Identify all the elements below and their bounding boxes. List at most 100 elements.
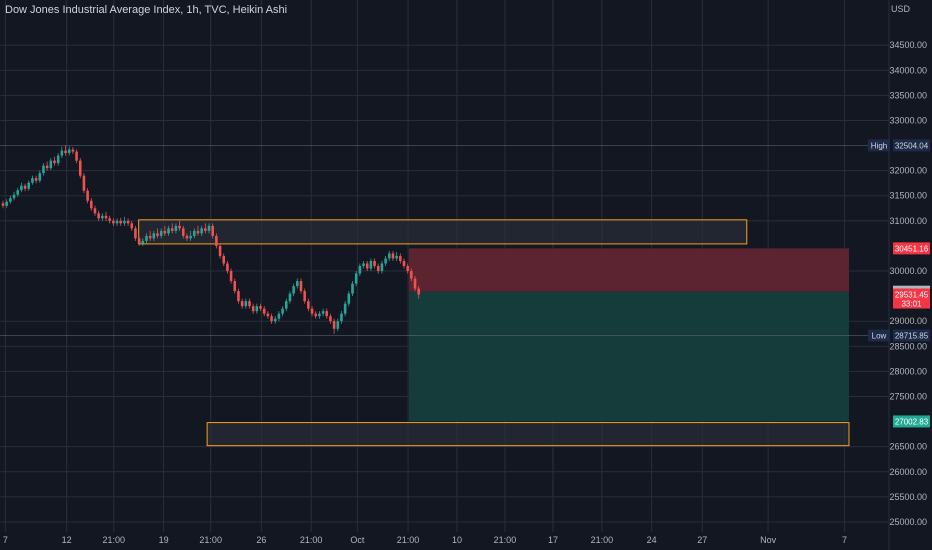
candle-body [31, 178, 34, 183]
y-tick-label: 33000.00 [889, 115, 927, 125]
candle-body [399, 255, 402, 261]
candle-body [332, 321, 336, 329]
candle-body [307, 301, 310, 309]
x-tick-label: 27 [697, 535, 707, 545]
x-tick-label: 21:00 [103, 535, 126, 545]
candle-body [329, 316, 332, 322]
ref-line-name-badge [868, 329, 890, 342]
support-resistance-box [206, 422, 850, 447]
candle-body [130, 223, 134, 229]
price-badge-stop [893, 242, 930, 255]
ref-line-value: 32504.04 [895, 141, 929, 150]
candle-body [185, 235, 189, 239]
candle-body [189, 235, 192, 239]
x-tick-label: 21:00 [494, 535, 517, 545]
candle-body [16, 190, 20, 195]
y-tick-label: 25000.00 [889, 517, 927, 527]
candle-body [156, 233, 159, 236]
candle-body [137, 238, 141, 244]
candle-body [314, 313, 317, 317]
candle-body [376, 266, 380, 272]
candle-body [101, 215, 104, 219]
candle-body [229, 271, 233, 282]
candle-body [218, 245, 222, 256]
candle-body [251, 306, 255, 312]
candle-body [244, 301, 248, 307]
candle-body [255, 306, 259, 312]
candle-body [292, 286, 295, 294]
candle-body [347, 293, 351, 304]
y-tick-label: 26000.00 [889, 467, 927, 477]
candle-body [351, 283, 354, 294]
candle-body [38, 173, 42, 181]
y-tick-label: 31500.00 [889, 191, 927, 201]
price-badge-last [893, 288, 930, 309]
y-tick-label: 33500.00 [889, 90, 927, 100]
x-tick-label: 26 [256, 535, 266, 545]
ref-line-name: Low [872, 331, 887, 340]
candle-body [310, 308, 314, 314]
x-tick-label: 24 [647, 535, 657, 545]
candle-body [152, 233, 156, 239]
candle-body [215, 235, 218, 246]
price-badge-label: 30451.16 [895, 244, 929, 253]
y-tick-label: 34000.00 [889, 65, 927, 75]
candle-body [181, 228, 185, 236]
candle-body [53, 160, 56, 164]
support-resistance-box [138, 219, 748, 245]
candle-body [60, 150, 64, 156]
candle-body [97, 213, 100, 219]
candle-body [340, 313, 343, 322]
x-tick-label: 21:00 [397, 535, 420, 545]
x-tick-label: Oct [350, 535, 365, 545]
candle-body [159, 230, 163, 236]
candle-body [82, 175, 86, 191]
candle-body [23, 185, 27, 189]
x-tick-label: 19 [159, 535, 169, 545]
candle-body [354, 273, 358, 284]
candle-body [5, 201, 8, 206]
candle-body [413, 278, 417, 289]
price-badge-label: 29531.45 [895, 291, 929, 300]
stop-loss-zone [408, 248, 849, 292]
candle-body [273, 318, 277, 322]
candle-body [90, 200, 93, 209]
y-tick-label: 28000.00 [889, 366, 927, 376]
price-axis[interactable]: 34500.00 34000.00 33500.00 33000.00 32000.00… [889, 40, 927, 527]
candle-body [248, 301, 251, 307]
candle-body [380, 263, 384, 272]
candle-body [259, 306, 262, 309]
candle-body [387, 253, 391, 259]
candle-body [321, 311, 325, 314]
candle-body [45, 165, 49, 169]
candle-body [266, 313, 270, 317]
candle-body [296, 281, 299, 287]
currency-label: USD [890, 4, 910, 14]
candle-body [20, 185, 23, 191]
x-tick-label: 10 [452, 535, 462, 545]
candle-body [1, 203, 5, 206]
candle-body [170, 228, 174, 231]
candle-body [56, 155, 60, 164]
candle-body [108, 218, 111, 221]
candle-body [67, 149, 71, 154]
candle-body [318, 313, 321, 317]
candle-body [207, 225, 211, 231]
price-badge-label: 27002.83 [895, 417, 929, 426]
y-tick-label: 32000.00 [889, 166, 927, 176]
time-axis[interactable]: 7 12 21:00 19 21:00 26 21:00 Oct 21:00 10 21:00 17 2… [3, 535, 847, 545]
candles [1, 145, 421, 334]
ref-line-value: 28715.85 [895, 331, 929, 340]
y-tick-label: 26500.00 [889, 442, 927, 452]
candle-body [325, 311, 329, 317]
candle-body [163, 230, 167, 234]
candle-body [402, 260, 406, 266]
candle-body [119, 220, 123, 224]
x-tick-label: 7 [842, 535, 847, 545]
x-tick-label: 12 [62, 535, 72, 545]
price-badge-countdown: 33:01 [901, 300, 922, 309]
candle-body [115, 220, 119, 224]
ref-line-value-badge [893, 329, 930, 342]
candle-body [303, 291, 306, 302]
